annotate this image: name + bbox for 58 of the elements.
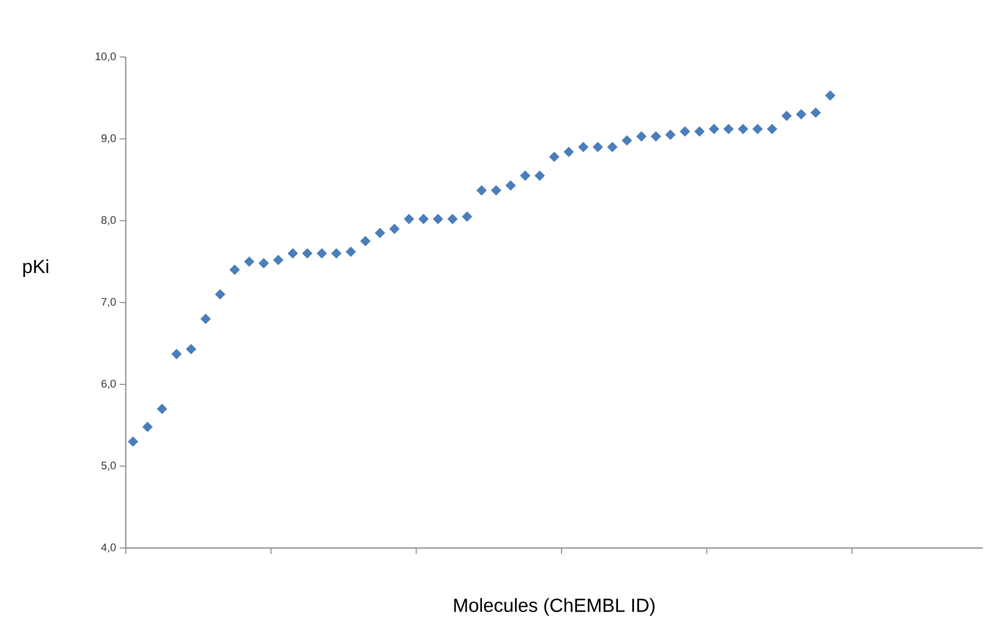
point [258,258,269,268]
point [490,185,502,196]
y-tick-label: 8,0 [101,216,116,226]
point [476,185,487,196]
point [331,248,342,259]
y-tick-label: 7,0 [102,298,116,308]
point [432,214,444,224]
point [708,124,720,134]
point [607,142,618,152]
point [650,131,662,142]
point [404,214,414,224]
point [156,404,168,414]
point [825,90,836,101]
point [622,135,632,146]
point [738,124,748,134]
point [462,211,472,222]
point [302,248,312,259]
point [766,124,778,134]
point [752,124,763,134]
point [273,254,284,266]
point [288,248,298,259]
point [520,170,530,181]
point [578,142,588,152]
point [723,124,734,134]
point [564,146,574,158]
point [244,256,254,267]
point [534,170,545,181]
point [200,314,211,324]
point [447,214,458,224]
point [549,152,560,162]
point [142,422,153,432]
point [214,289,226,300]
y-axis-title: pKi [23,259,48,277]
point [316,248,328,259]
point [680,126,690,137]
y-tick-label: 10,0 [96,52,116,62]
point [346,246,356,257]
point [781,110,792,122]
point [360,236,371,246]
point [636,131,647,142]
x-axis-title: Molecules (ChEMBL ID) [454,598,655,616]
point [694,126,705,137]
point [665,130,676,140]
y-tick-label: 6,0 [102,380,116,389]
point [505,180,516,191]
point [374,228,386,238]
point [229,264,240,275]
point [592,142,604,152]
point [418,214,429,224]
point [796,109,806,120]
point [128,436,138,447]
point [171,348,182,360]
point [810,107,821,118]
y-tick-label: 9,0 [102,134,116,144]
y-tick-label: 5,0 [101,462,116,471]
point [389,224,400,234]
y-tick-label: 4,0 [101,543,116,553]
point [186,344,196,354]
